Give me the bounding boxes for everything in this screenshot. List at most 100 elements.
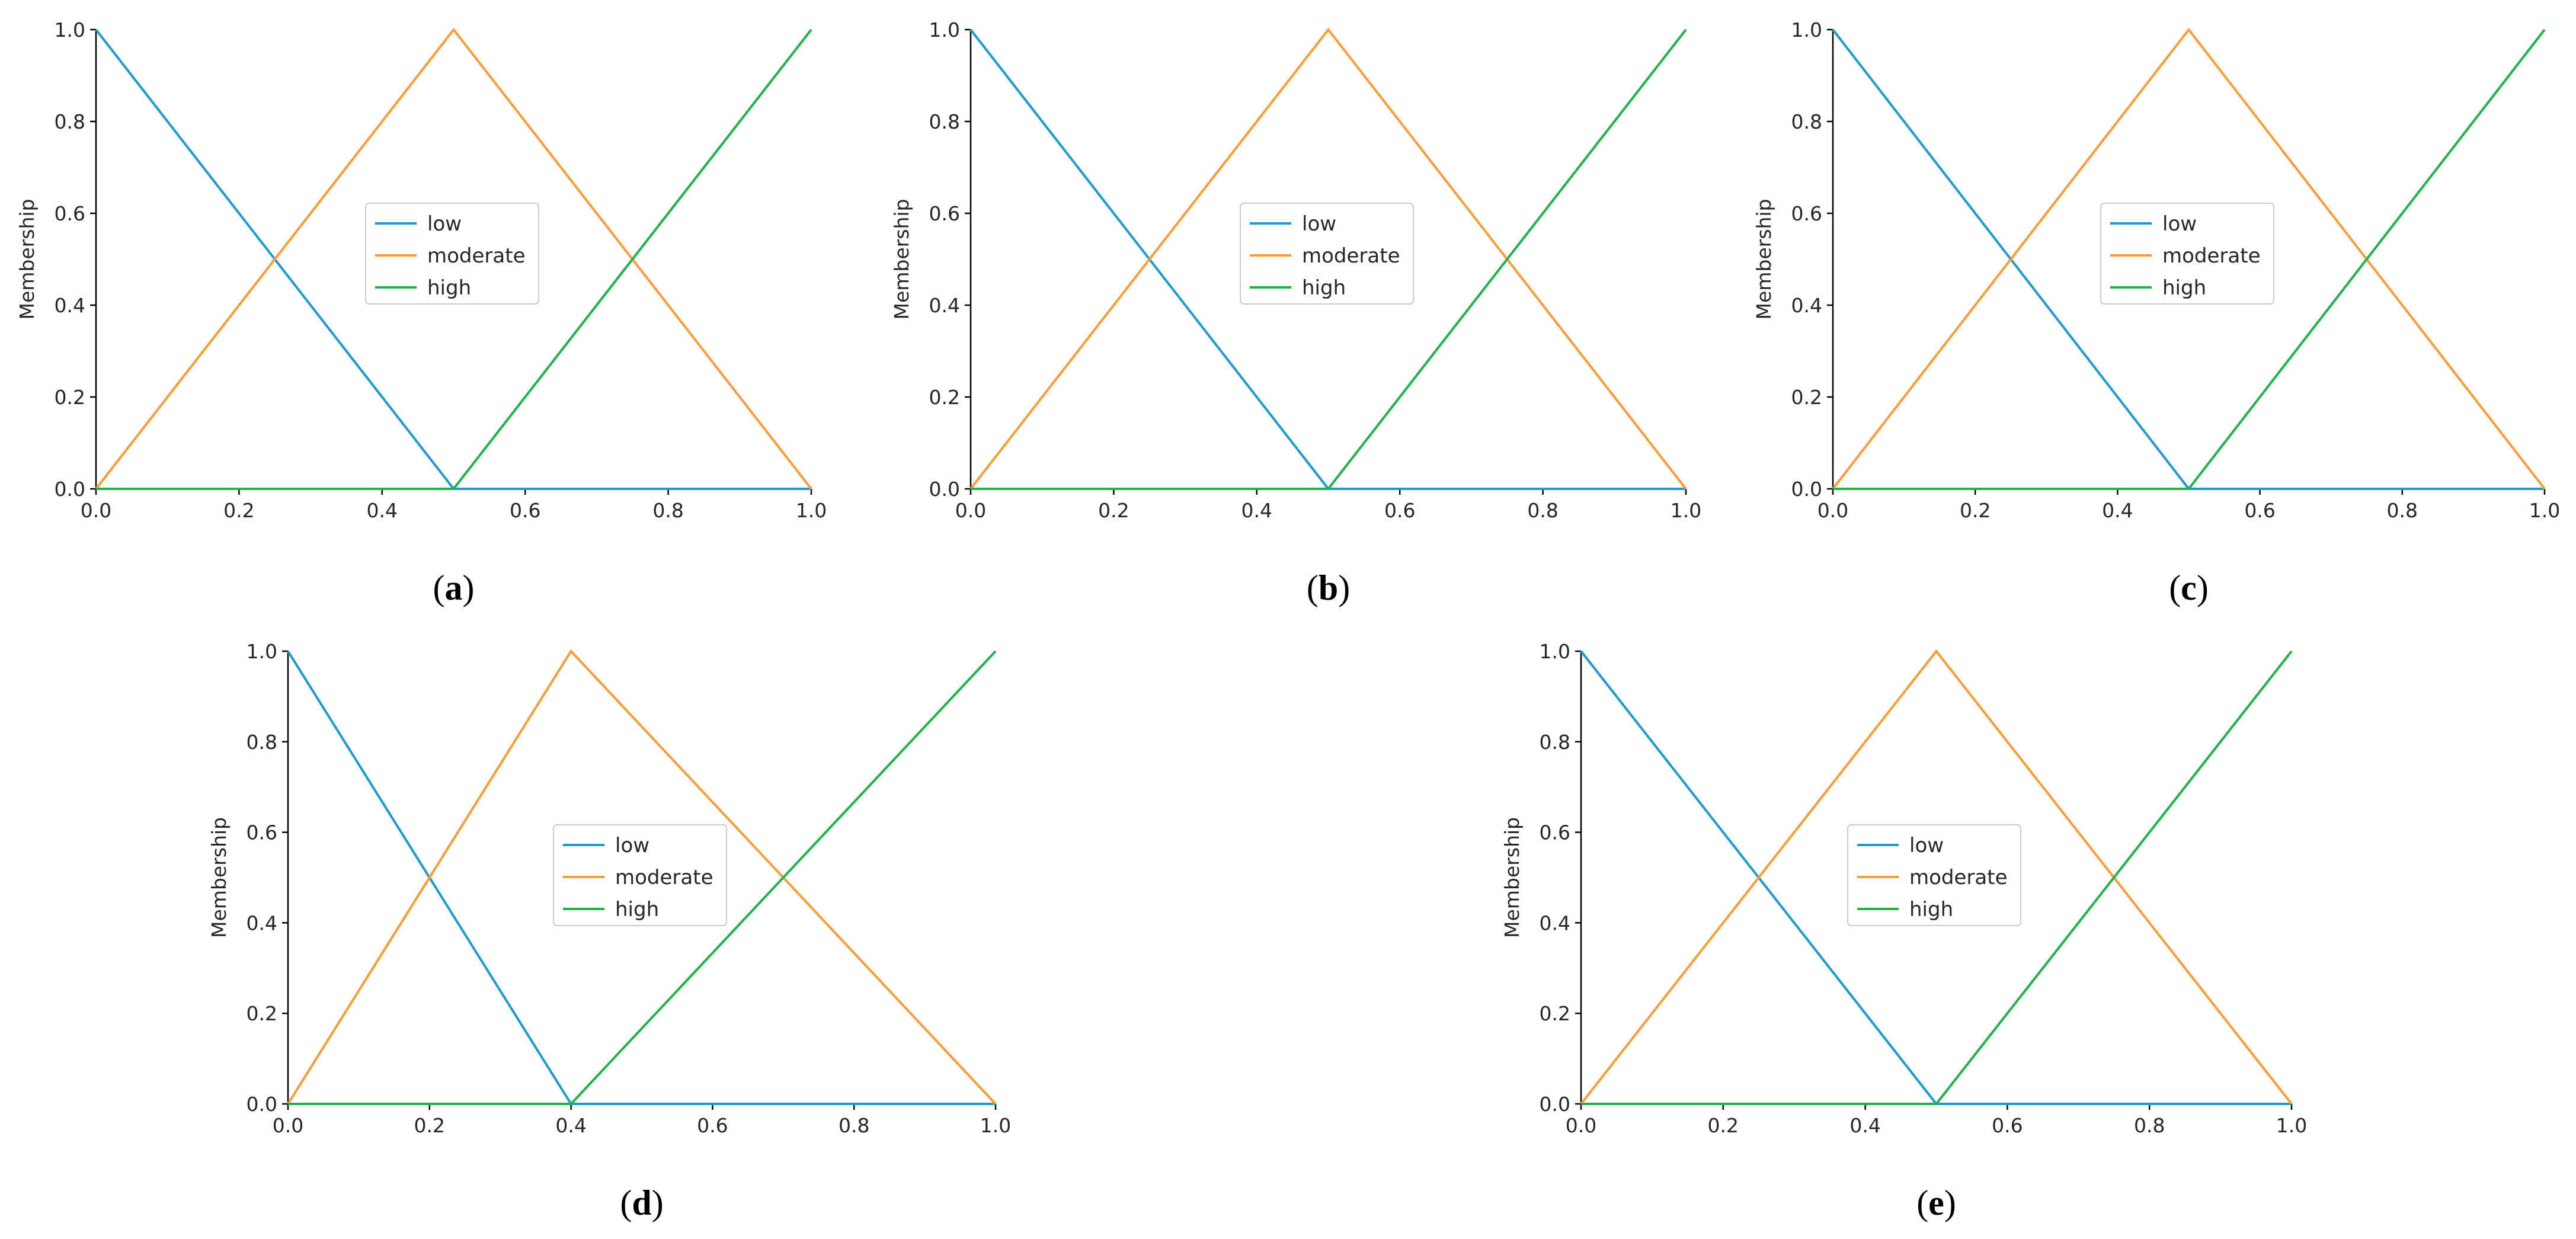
x-tick-label: 0.4 — [1849, 1114, 1880, 1137]
chart-panel-a: 0.0 0.2 0.4 0.6 0.8 1.0 0.0 0.2 0.4 0.6 0.8 1.0 Memb… — [15, 18, 827, 607]
x-tick-label: 0.8 — [2134, 1114, 2165, 1137]
x-tick-label: 0.2 — [1098, 499, 1129, 522]
caption-letter: c — [2181, 568, 2197, 607]
x-tick-label: 0.0 — [955, 499, 986, 522]
legend-label-low: low — [1302, 212, 1336, 236]
panel-caption: (e) — [1916, 1183, 1956, 1222]
caption-close-paren: ) — [2197, 568, 2209, 607]
caption-close-paren: ) — [652, 1183, 664, 1222]
y-axis-label: Membership — [1500, 817, 1524, 938]
x-tick-label: 1.0 — [2276, 1114, 2307, 1137]
x-tick-label: 1.0 — [980, 1114, 1011, 1137]
series-line-moderate — [1832, 27, 2546, 490]
y-axis-label: Membership — [1752, 199, 1775, 320]
caption-letter: e — [1928, 1183, 1944, 1222]
x-tick-label: 0.0 — [81, 499, 111, 522]
x-tick-label: 0.6 — [510, 499, 540, 522]
y-tick-label: 0.2 — [55, 386, 85, 409]
legend-label-moderate: moderate — [1302, 244, 1400, 268]
y-tick-label: 0.0 — [1791, 478, 1822, 501]
y-tick-label: 1.0 — [929, 18, 960, 41]
x-tick-label: 0.8 — [652, 499, 683, 522]
y-tick-label: 0.6 — [247, 821, 277, 844]
legend-box — [1847, 824, 2021, 926]
legend: low moderate high — [365, 203, 539, 305]
caption-open-paren: ( — [620, 1183, 632, 1222]
caption-open-paren: ( — [433, 568, 445, 607]
y-tick-label: 1.0 — [247, 640, 277, 663]
panel-caption: (b) — [1307, 568, 1350, 607]
legend: low moderate high — [1847, 824, 2021, 926]
x-tick-label: 0.0 — [1566, 1114, 1596, 1137]
y-tick-label: 0.8 — [1791, 110, 1822, 133]
y-tick-label: 1.0 — [1540, 640, 1570, 663]
chart-panel-c: 0.0 0.2 0.4 0.6 0.8 1.0 0.0 0.2 0.4 0.6 0.8 1.0 Memb… — [1752, 18, 2560, 607]
y-axis-label: Membership — [15, 199, 39, 320]
x-tick-label: 1.0 — [1671, 499, 1701, 522]
caption-open-paren: ( — [1916, 1183, 1928, 1222]
caption-close-paren: ) — [1944, 1183, 1956, 1222]
y-tick-label: 0.8 — [55, 110, 85, 133]
legend-label-moderate: moderate — [1909, 866, 2007, 889]
legend: low moderate high — [2100, 203, 2274, 305]
x-tick-label: 1.0 — [796, 499, 827, 522]
x-tick-label: 0.4 — [555, 1114, 586, 1137]
y-tick-label: 0.6 — [929, 202, 960, 225]
legend-label-high: high — [1302, 276, 1346, 300]
series-line-moderate — [287, 649, 997, 1105]
legend-label-low: low — [1909, 834, 1944, 857]
legend-label-low: low — [2162, 212, 2197, 236]
caption-letter: d — [632, 1183, 651, 1222]
x-tick-label: 0.2 — [1708, 1114, 1739, 1137]
legend-box — [1240, 203, 1414, 305]
y-tick-label: 0.2 — [1791, 386, 1822, 409]
caption-open-paren: ( — [2169, 568, 2181, 607]
x-tick-label: 1.0 — [2529, 499, 2560, 522]
panel-caption: (d) — [620, 1183, 663, 1222]
y-tick-label: 0.4 — [1540, 911, 1570, 934]
series-line-high — [288, 650, 997, 1105]
panel-caption: (a) — [433, 568, 475, 607]
x-tick-label: 0.2 — [1960, 499, 1991, 522]
y-tick-label: 0.0 — [247, 1093, 277, 1116]
chart-panel-b: 0.0 0.2 0.4 0.6 0.8 1.0 0.0 0.2 0.4 0.6 0.8 1.0 Memb… — [890, 18, 1701, 607]
chart-panel-d: 0.0 0.2 0.4 0.6 0.8 1.0 0.0 0.2 0.4 0.6 0.8 1.0 Memb… — [207, 640, 1011, 1222]
legend-label-low: low — [427, 212, 462, 236]
series-line-moderate — [969, 27, 1687, 490]
y-tick-label: 0.6 — [1540, 821, 1570, 844]
y-tick-label: 0.8 — [247, 731, 277, 754]
x-tick-label: 0.4 — [1241, 499, 1272, 522]
y-tick-label: 0.2 — [1540, 1002, 1570, 1025]
series-line-high — [1833, 28, 2546, 490]
y-tick-label: 0.0 — [55, 478, 85, 501]
series-line-high — [971, 28, 1687, 490]
x-tick-label: 0.8 — [2387, 499, 2418, 522]
series-line-moderate — [1580, 649, 2293, 1105]
legend-box — [553, 824, 727, 926]
y-tick-label: 0.0 — [929, 478, 960, 501]
y-axis-label: Membership — [890, 199, 913, 320]
legend-label-moderate: moderate — [2162, 244, 2260, 268]
caption-letter: b — [1319, 568, 1338, 607]
chart-panel-e: 0.0 0.2 0.4 0.6 0.8 1.0 0.0 0.2 0.4 0.6 0.8 1.0 Memb… — [1500, 640, 2307, 1222]
y-tick-label: 1.0 — [1791, 18, 1822, 41]
series-line-moderate — [95, 27, 812, 490]
y-tick-label: 0.4 — [247, 911, 277, 934]
x-tick-label: 0.0 — [1817, 499, 1848, 522]
x-tick-label: 0.4 — [367, 499, 398, 522]
legend-label-moderate: moderate — [427, 244, 525, 268]
x-tick-label: 0.6 — [2244, 499, 2275, 522]
y-axis-label: Membership — [207, 817, 231, 938]
y-tick-label: 0.6 — [1791, 202, 1822, 225]
x-tick-label: 0.0 — [273, 1114, 303, 1137]
legend-box — [2100, 203, 2274, 305]
y-tick-label: 0.4 — [1791, 294, 1822, 317]
caption-close-paren: ) — [463, 568, 475, 607]
y-tick-label: 0.0 — [1540, 1093, 1570, 1116]
caption-open-paren: ( — [1307, 568, 1319, 607]
x-tick-label: 0.8 — [1527, 499, 1558, 522]
x-tick-label: 0.6 — [697, 1114, 728, 1137]
series-line-high — [1581, 650, 2293, 1105]
x-tick-label: 0.2 — [414, 1114, 445, 1137]
